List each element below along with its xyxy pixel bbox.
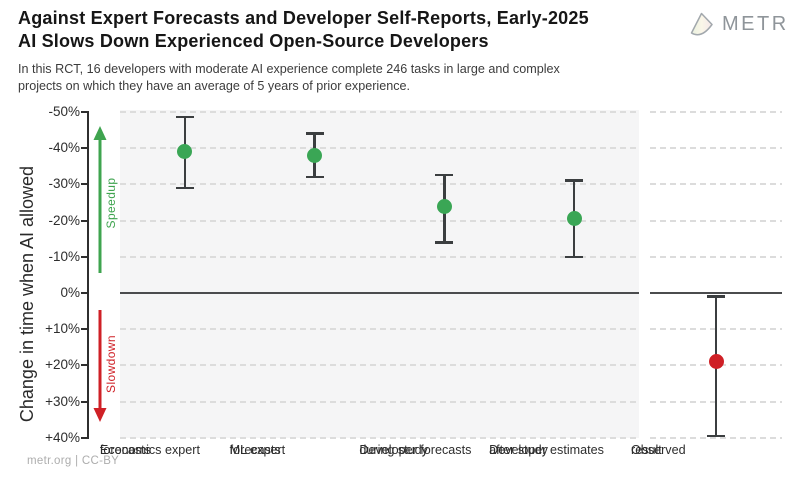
- error-bar-cap-top: [435, 173, 454, 177]
- gridline: [120, 255, 639, 258]
- x-tick-label-line: Economics expert: [99, 443, 200, 457]
- speedup-arrow-icon: [93, 126, 107, 273]
- figure-title: Against Expert Forecasts and Developer S…: [18, 7, 678, 53]
- y-tick-label: -40%: [48, 140, 80, 156]
- figure-subtitle-line1: In this RCT, 16 developers with moderate…: [18, 62, 560, 76]
- error-bar-cap-top: [305, 132, 324, 135]
- slowdown-arrow-icon: [93, 310, 107, 422]
- error-bar-cap-top: [707, 295, 725, 298]
- gridline: [650, 110, 782, 113]
- speedup-annotation: Speedup: [104, 177, 118, 229]
- gridline: [650, 255, 782, 258]
- x-tick-label-line: Developer forecasts: [359, 443, 472, 457]
- error-bar-cap-bottom: [175, 186, 194, 190]
- gridline: [120, 219, 639, 222]
- y-tick-label: +20%: [45, 357, 80, 373]
- y-tick-mark: [81, 292, 88, 294]
- error-bar-cap-bottom: [707, 434, 725, 438]
- data-point-marker: [436, 198, 452, 214]
- data-point-marker: [177, 144, 193, 160]
- gridline: [120, 364, 639, 367]
- y-tick-mark: [81, 400, 88, 403]
- error-bar-cap-top: [565, 179, 584, 182]
- x-tick-label-line: Developer estimates: [489, 443, 604, 457]
- error-bar-cap-bottom: [305, 175, 324, 179]
- y-tick-mark: [81, 147, 88, 150]
- metr-logo-text: METR: [722, 13, 789, 35]
- error-bar-cap-bottom: [435, 241, 454, 244]
- figure-subtitle-line2: projects on which they have an average o…: [18, 78, 411, 93]
- y-tick-label: +30%: [45, 393, 80, 409]
- x-tick-label-line: result: [631, 443, 662, 457]
- figure-subtitle: In this RCT, 16 developers with moderate…: [18, 61, 678, 94]
- x-tick-label-line: ML expert: [229, 443, 286, 457]
- x-tick-label-line: forecasts: [229, 443, 281, 457]
- gridline: [120, 183, 639, 186]
- figure-title-line1: Against Expert Forecasts and Developer S…: [18, 8, 589, 28]
- zero-line: [120, 292, 639, 294]
- y-tick-mark: [81, 328, 88, 331]
- x-tick-label-line: Observed: [631, 443, 686, 457]
- gridline: [650, 219, 782, 222]
- gridline: [120, 400, 639, 403]
- y-tick-mark: [81, 364, 88, 367]
- error-bar-cap-bottom: [565, 255, 584, 258]
- gridline: [120, 436, 639, 439]
- y-tick-label: -20%: [48, 212, 80, 228]
- y-tick-label: +40%: [45, 429, 80, 445]
- x-tick-label-line: after study: [489, 443, 548, 457]
- y-axis-title: Change in time when AI allowed: [17, 165, 37, 423]
- gridline: [120, 110, 639, 113]
- data-point-marker: [307, 147, 323, 163]
- y-tick-mark: [81, 255, 88, 258]
- figure-title-line2: AI Slows Down Experienced Open-Source De…: [18, 31, 489, 51]
- y-tick-mark: [81, 436, 88, 439]
- metr-logo: METR: [688, 11, 789, 38]
- metr-cone-icon: [690, 12, 713, 36]
- zero-line: [650, 292, 782, 294]
- error-bar-cap-top: [175, 115, 194, 119]
- gridline: [120, 328, 639, 331]
- x-tick-label-line: forecasts: [99, 443, 151, 457]
- y-tick-label: +10%: [45, 321, 80, 337]
- y-axis-spine: [86, 111, 89, 439]
- y-tick-mark: [81, 183, 88, 186]
- gridline: [120, 147, 639, 150]
- y-tick-label: -10%: [48, 248, 80, 264]
- gridline: [650, 183, 782, 186]
- gridline: [650, 436, 782, 439]
- data-point-marker: [566, 211, 582, 227]
- y-tick-label: 0%: [60, 285, 80, 300]
- license-credit: metr.org | CC-BY: [27, 455, 120, 467]
- x-tick-label-line: during study: [359, 443, 428, 457]
- gridline: [650, 147, 782, 150]
- y-tick-mark: [81, 219, 88, 222]
- slowdown-annotation: Slowdown: [104, 335, 118, 393]
- y-tick-mark: [81, 110, 88, 113]
- y-tick-label: -30%: [48, 176, 80, 192]
- y-tick-label: -50%: [48, 103, 80, 119]
- forecast-panel: [120, 110, 639, 438]
- data-point-marker: [708, 354, 724, 370]
